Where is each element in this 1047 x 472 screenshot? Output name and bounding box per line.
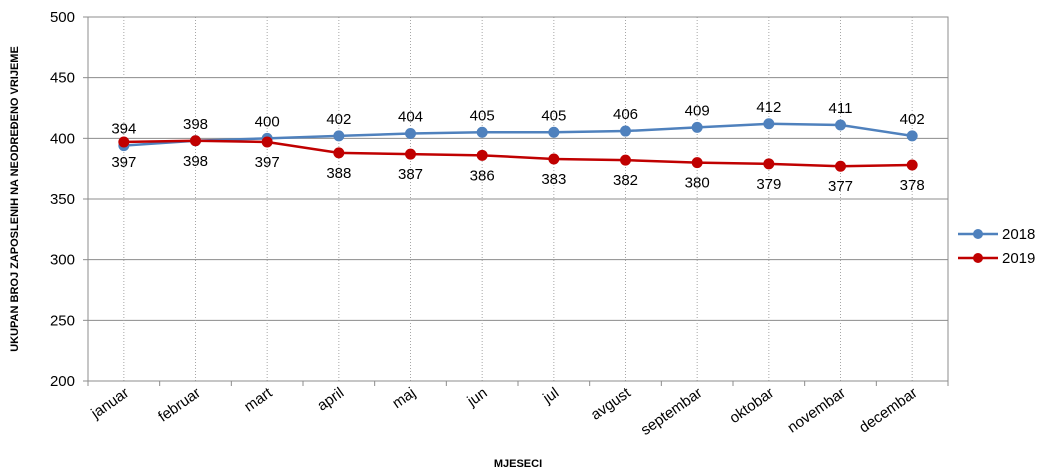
data-label-2018: 405	[541, 107, 566, 124]
data-label-2018: 400	[255, 113, 280, 130]
y-axis-title: UKUPAN BROJ ZAPOSLENIH NA NEODREĐENO VRI…	[9, 46, 21, 352]
y-tick-label: 200	[50, 373, 75, 390]
data-label-2018: 411	[829, 100, 853, 117]
data-label-2018: 394	[111, 121, 136, 138]
data-label-2019: 382	[613, 172, 638, 189]
x-tick-label: februar	[155, 384, 204, 425]
data-label-2019: 398	[183, 153, 208, 170]
x-tick-label: mart	[241, 384, 276, 416]
x-tick-label: april	[314, 384, 347, 414]
data-point-2018	[763, 118, 775, 130]
data-point-2019	[333, 147, 345, 159]
data-point-2018	[906, 130, 918, 142]
x-tick-label: novembar	[784, 384, 848, 436]
data-point-2019	[118, 136, 130, 148]
data-point-2018	[548, 126, 560, 138]
data-label-2019: 386	[470, 167, 495, 184]
x-tick-label: septembar	[638, 384, 706, 439]
y-tick-label: 250	[50, 312, 75, 329]
data-label-2018: 406	[613, 106, 638, 123]
data-point-2018	[405, 127, 416, 139]
data-label-2019: 378	[900, 177, 925, 194]
y-tick-label: 350	[50, 191, 75, 208]
data-label-2019: 383	[541, 171, 566, 188]
y-tick-label: 450	[50, 70, 75, 87]
data-point-2019	[906, 159, 918, 171]
data-label-2019: 397	[111, 154, 136, 171]
data-point-2019	[691, 157, 703, 169]
data-label-2018: 412	[756, 99, 781, 116]
data-label-2019: 388	[326, 165, 351, 182]
legend-label-2018: 2018	[1002, 226, 1035, 243]
data-label-2018: 402	[900, 111, 925, 128]
series-layer	[118, 118, 918, 172]
data-label-2019: 397	[255, 154, 280, 171]
data-point-2018	[835, 119, 846, 131]
plot-area-border	[87, 16, 949, 382]
legend-marker-2018	[973, 229, 983, 239]
gridlines	[88, 16, 948, 382]
data-labels: 394 398 400 402 404 405 405 406 409 412 411 402 397 3…	[111, 99, 924, 195]
x-axis-title: MJESECI	[494, 458, 542, 470]
data-point-2018	[620, 125, 631, 137]
data-point-2019	[620, 154, 631, 166]
x-tick-label: januar	[87, 384, 132, 422]
data-label-2018: 398	[183, 116, 208, 133]
x-tick-label: oktobar	[726, 384, 777, 427]
x-tick-label: jul	[539, 384, 562, 407]
data-point-2019	[261, 136, 273, 148]
data-label-2018: 404	[398, 108, 423, 125]
y-tick-label: 300	[50, 252, 75, 269]
series-line-2018	[123, 122, 913, 147]
data-label-2019: 380	[685, 175, 710, 192]
data-point-2018	[333, 130, 345, 142]
x-tick-label: maj	[389, 384, 419, 412]
data-point-2019	[835, 160, 846, 172]
series-line-2019	[123, 139, 913, 168]
x-tick-label: jun	[463, 384, 490, 410]
data-label-2019: 379	[756, 176, 781, 193]
axes: 200 250 300 350 400 450 500 januar februar mart ap…	[50, 9, 949, 439]
data-point-2018	[691, 121, 703, 133]
x-tick-label: decembar	[856, 384, 920, 436]
data-label-2019: 387	[398, 166, 423, 183]
data-point-2019	[548, 153, 560, 165]
data-label-2019: 377	[828, 178, 853, 195]
data-point-2019	[405, 148, 416, 160]
y-tick-label: 500	[50, 9, 75, 26]
data-label-2018: 405	[470, 107, 495, 124]
data-label-2018: 402	[326, 111, 351, 128]
y-tick-label: 400	[50, 130, 75, 147]
legend-marker-2019	[973, 253, 983, 263]
data-point-2019	[190, 135, 201, 147]
x-tick-label: avgust	[588, 384, 635, 424]
data-point-2018	[476, 126, 488, 138]
data-point-2019	[763, 158, 775, 170]
data-point-2019	[476, 149, 488, 161]
data-label-2018: 409	[685, 102, 710, 119]
legend-label-2019: 2019	[1002, 250, 1035, 267]
legend: 2018 2019	[958, 226, 1035, 267]
